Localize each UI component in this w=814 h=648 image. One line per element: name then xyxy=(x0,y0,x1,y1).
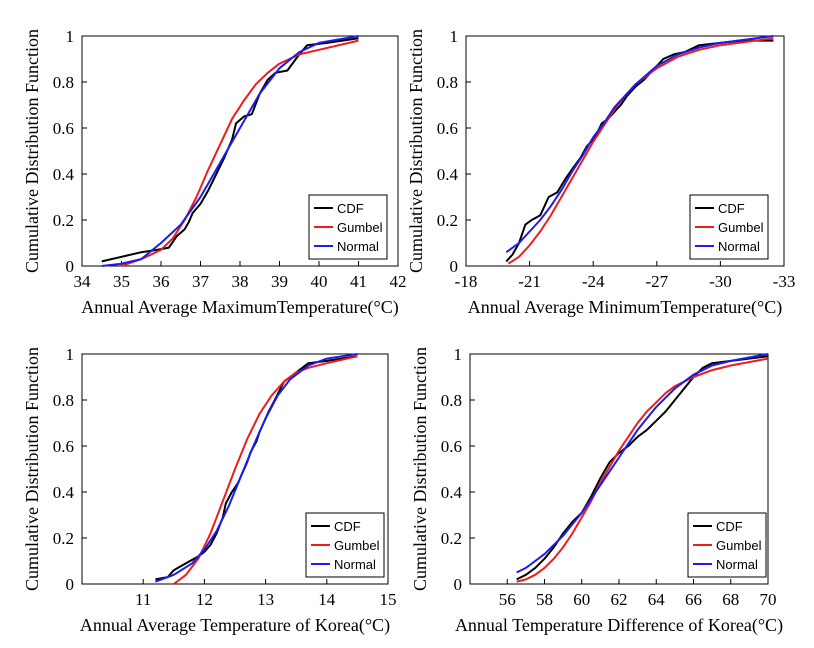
y-tick-label: 1 xyxy=(454,345,463,364)
y-tick-label: 0 xyxy=(454,575,463,594)
x-tick-label: -18 xyxy=(455,272,478,291)
y-tick-label: 0.6 xyxy=(53,437,74,456)
y-tick-label: 0.8 xyxy=(437,73,458,92)
x-tick-label: 42 xyxy=(390,272,407,291)
x-tick-label: 60 xyxy=(573,590,590,609)
x-tick-label: 35 xyxy=(113,272,130,291)
x-axis-title: Annual Average Temperature of Korea(°C) xyxy=(80,615,390,636)
plot-frame xyxy=(465,35,785,267)
y-tick-label: 0.4 xyxy=(53,483,75,502)
y-tick-label: 0 xyxy=(66,575,75,594)
x-tick-label: 15 xyxy=(380,590,397,609)
x-tick-label: 12 xyxy=(196,590,213,609)
legend-label: Normal xyxy=(718,239,760,254)
x-tick-label: 62 xyxy=(611,590,628,609)
legend-label: Gumbel xyxy=(718,220,764,235)
legend-label: Gumbel xyxy=(716,538,762,553)
legend: CDF Gumbel Normal xyxy=(687,512,767,578)
x-tick-label: 34 xyxy=(74,272,92,291)
series-line-normal xyxy=(101,35,359,267)
x-tick-label: 56 xyxy=(499,590,516,609)
x-tick-label: 40 xyxy=(311,272,328,291)
x-tick-label: 14 xyxy=(318,590,336,609)
legend: CDF Gumbel Normal xyxy=(305,512,385,578)
y-tick-label: 1 xyxy=(66,27,75,46)
y-tick-label: 0 xyxy=(450,257,459,276)
x-tick-label: -30 xyxy=(709,272,732,291)
x-tick-label: 41 xyxy=(350,272,367,291)
plot-frame xyxy=(81,353,389,585)
legend-label: CDF xyxy=(337,201,364,216)
series-line-normal xyxy=(516,353,769,574)
legend: CDF Gumbel Normal xyxy=(689,194,769,260)
x-tick-label: 13 xyxy=(257,590,274,609)
x-axis-title: Annual Average MinimumTemperature(°C) xyxy=(468,297,783,318)
y-axis-title: Cumulative Distribution Function xyxy=(406,29,426,273)
x-tick-label: 37 xyxy=(192,272,210,291)
legend-label: Normal xyxy=(716,557,758,572)
x-tick-label: 39 xyxy=(271,272,288,291)
x-tick-label: -21 xyxy=(518,272,541,291)
y-tick-label: 0.6 xyxy=(53,119,74,138)
series-line-cdf xyxy=(101,37,359,263)
y-axis-title: Cumulative Distribution Function xyxy=(22,29,42,273)
y-tick-label: 0.6 xyxy=(437,119,458,138)
legend-label: CDF xyxy=(718,201,745,216)
y-tick-label: 0 xyxy=(66,257,75,276)
legend-label: Gumbel xyxy=(337,220,383,235)
y-axis-title: Cumulative Distribution Function xyxy=(22,347,42,591)
series-line-gumbel xyxy=(507,37,774,265)
legend-label: Normal xyxy=(334,557,376,572)
y-tick-label: 0.2 xyxy=(437,211,458,230)
y-tick-label: 0.2 xyxy=(53,211,74,230)
y-tick-label: 0.6 xyxy=(441,437,462,456)
y-tick-label: 0.4 xyxy=(441,483,463,502)
y-tick-label: 0.2 xyxy=(53,529,74,548)
chart-panel-4: 56 58 60 62 64 66 68 70 0 0.2 0.4 0.6 0.8 1 Annual Tem… xyxy=(410,345,783,636)
y-tick-label: 0.4 xyxy=(53,165,75,184)
y-axis-title: Cumulative Distribution Function xyxy=(410,347,430,591)
x-tick-label: -33 xyxy=(773,272,796,291)
legend: CDF Gumbel Normal xyxy=(308,194,388,260)
chart-panel-3: 11 12 13 14 15 0 0.2 0.4 0.6 0.8 1 Annual Average T… xyxy=(22,345,397,636)
x-tick-label: -27 xyxy=(645,272,668,291)
chart-panel-1: 34 35 36 37 38 39 40 41 42 0 0.2 0.4 0.6 0.8 1 Annual A… xyxy=(22,27,407,318)
y-tick-label: 0.8 xyxy=(441,391,462,410)
x-tick-label: 38 xyxy=(232,272,249,291)
x-tick-label: 58 xyxy=(536,590,553,609)
x-tick-label: 70 xyxy=(760,590,777,609)
x-tick-label: 36 xyxy=(153,272,170,291)
x-tick-label: 64 xyxy=(648,590,666,609)
x-axis-title: Annual Average MaximumTemperature(°C) xyxy=(81,297,399,318)
legend-label: CDF xyxy=(334,519,361,534)
x-tick-label: 11 xyxy=(135,590,151,609)
x-tick-label: 66 xyxy=(685,590,702,609)
x-tick-label: 68 xyxy=(722,590,739,609)
legend-label: Normal xyxy=(337,239,379,254)
x-axis-title: Annual Temperature Difference of Korea(°… xyxy=(455,615,783,636)
chart-panel-2: -18 -21 -24 -27 -30 -33 0 0.2 0.4 0.6 0.8 1 Annual A… xyxy=(406,27,795,318)
y-tick-label: 1 xyxy=(450,27,459,46)
y-tick-label: 0.4 xyxy=(437,165,459,184)
x-tick-label: -24 xyxy=(582,272,605,291)
y-tick-label: 0.8 xyxy=(53,73,74,92)
legend-label: Gumbel xyxy=(334,538,380,553)
y-tick-label: 1 xyxy=(66,345,75,364)
y-tick-label: 0.2 xyxy=(441,529,462,548)
series-line-normal xyxy=(505,35,774,254)
legend-label: CDF xyxy=(716,519,743,534)
y-tick-label: 0.8 xyxy=(53,391,74,410)
series-line-normal xyxy=(155,353,358,583)
